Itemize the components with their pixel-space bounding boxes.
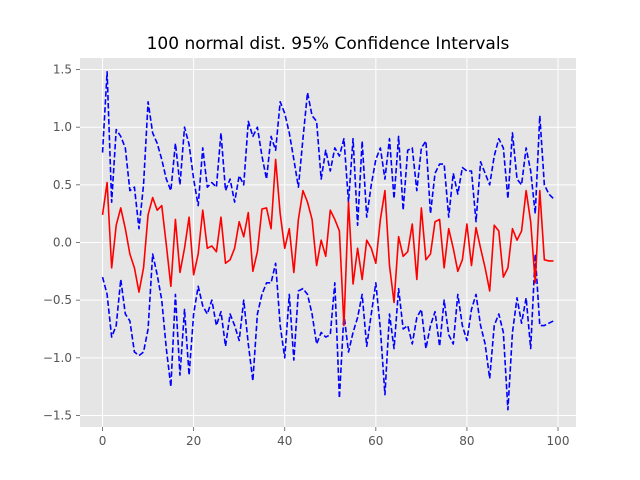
lower-bound-line — [101, 253, 554, 411]
x-tick-label: 20 — [186, 434, 201, 448]
y-tick-label: −1.0 — [43, 351, 72, 365]
y-tick-label: 0.5 — [53, 178, 72, 192]
x-tick-label: 100 — [547, 434, 570, 448]
x-tick-label: 40 — [277, 434, 292, 448]
x-tick-label: 0 — [99, 434, 107, 448]
series-layer — [101, 71, 555, 411]
y-tick-label: −0.5 — [43, 293, 72, 307]
y-tick-label: 0.0 — [53, 236, 72, 250]
y-tick-label: 1.0 — [53, 120, 72, 134]
axes-layer: 0 20 40 60 80 100 −1.5 −1.0 −0.5 0.0 0.5 1.0 1.5 — [43, 63, 570, 448]
chart-title: 100 normal dist. 95% Confidence Interval… — [147, 34, 510, 54]
upper-bound-line — [101, 71, 555, 230]
mean-line — [101, 158, 554, 327]
x-tick-label: 60 — [368, 434, 383, 448]
y-tick-label: 1.5 — [53, 63, 72, 77]
y-tick-label: −1.5 — [43, 408, 72, 422]
x-tick-label: 80 — [459, 434, 474, 448]
